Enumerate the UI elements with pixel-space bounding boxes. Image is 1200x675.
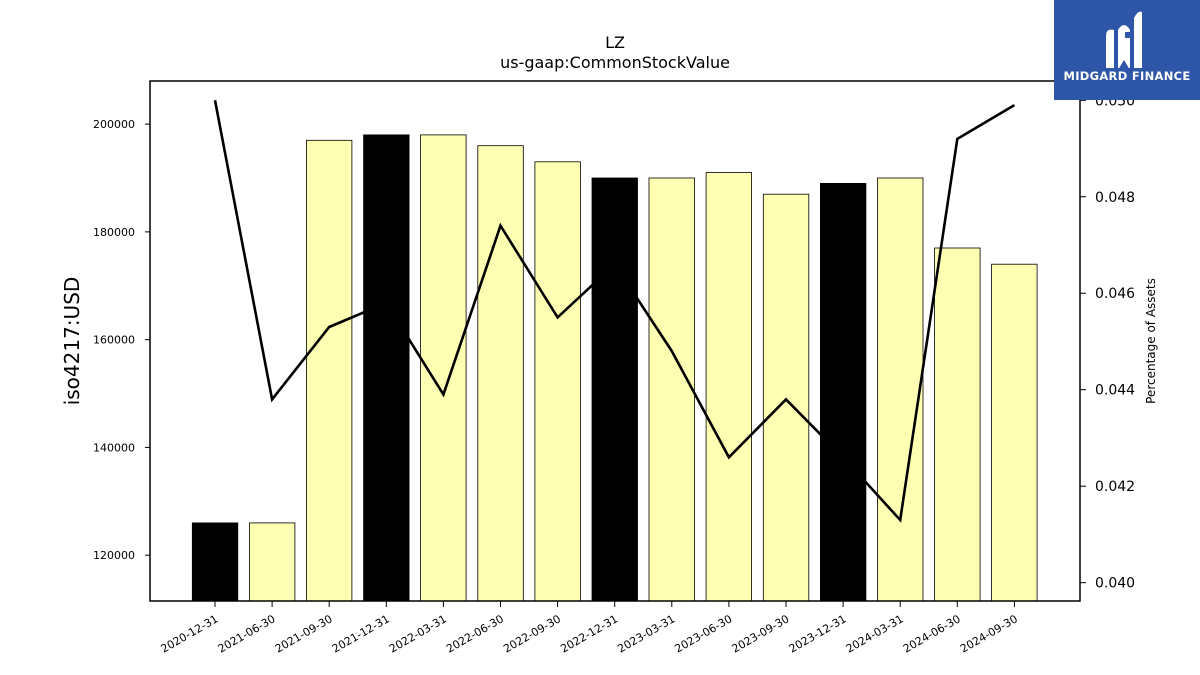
x-tick-label: 2023-12-31 bbox=[787, 612, 849, 655]
bar-2024-06-30 bbox=[934, 247, 981, 602]
chart-subtitle: us-gaap:CommonStockValue bbox=[500, 53, 730, 72]
bar-2021-09-30 bbox=[305, 139, 353, 602]
bar-2023-12-31 bbox=[820, 182, 867, 602]
bar-2022-09-30 bbox=[534, 161, 581, 602]
y-axis-label: iso4217:USD bbox=[60, 277, 84, 406]
y-tick-label: 140000 bbox=[93, 441, 135, 454]
x-tick-label: 2021-12-31 bbox=[330, 612, 392, 655]
midgard-logo-icon bbox=[1106, 11, 1142, 68]
y2-axis-label: Percentage of Assets bbox=[1144, 278, 1158, 404]
x-tick-label: 2022-06-30 bbox=[444, 612, 506, 655]
bar-2020-12-31 bbox=[191, 522, 239, 602]
x-tick-label: 2023-03-31 bbox=[615, 612, 677, 655]
x-tick-label: 2022-12-31 bbox=[558, 612, 620, 655]
bar-2024-03-31 bbox=[877, 177, 924, 602]
x-axis-ticks: 2020-12-312021-06-302021-09-302021-12-31… bbox=[159, 601, 1020, 656]
brand-name: MIDGARD FINANCE bbox=[1063, 69, 1191, 83]
bar-2022-06-30 bbox=[477, 145, 524, 602]
y-tick-label: 160000 bbox=[93, 334, 135, 347]
y-axis-ticks: 120000 140000 160000 180000 200000 bbox=[93, 118, 150, 562]
bar-2024-09-30 bbox=[991, 263, 1038, 602]
chart-title: LZ bbox=[605, 33, 625, 52]
bar-series bbox=[191, 134, 1038, 602]
line-series bbox=[213, 100, 1016, 523]
y-tick-label: 120000 bbox=[93, 549, 135, 562]
y2-tick-label: 0.048 bbox=[1095, 190, 1135, 206]
brand-logo: MIDGARD FINANCE bbox=[1054, 0, 1200, 100]
y2-tick-label: 0.040 bbox=[1095, 576, 1135, 592]
x-tick-label: 2020-12-31 bbox=[159, 612, 221, 655]
bar-2023-06-30 bbox=[705, 172, 752, 602]
x-tick-label: 2024-06-30 bbox=[901, 612, 963, 655]
x-tick-label: 2024-03-31 bbox=[844, 612, 906, 655]
x-tick-label: 2022-03-31 bbox=[387, 612, 449, 655]
x-tick-label: 2023-09-30 bbox=[730, 612, 792, 655]
x-tick-label: 2022-09-30 bbox=[501, 612, 563, 655]
y2-tick-label: 0.046 bbox=[1095, 286, 1135, 302]
percentage-of-assets-line bbox=[213, 100, 1016, 523]
y-tick-label: 200000 bbox=[93, 118, 135, 131]
bar-2021-12-31 bbox=[363, 134, 410, 602]
x-tick-label: 2021-06-30 bbox=[216, 612, 278, 655]
bar-2023-03-31 bbox=[648, 177, 695, 602]
x-tick-label: 2021-09-30 bbox=[273, 612, 335, 655]
y-tick-label: 180000 bbox=[93, 226, 135, 239]
bar-2022-12-31 bbox=[591, 177, 638, 602]
bar-2021-06-30 bbox=[248, 522, 296, 602]
x-tick-label: 2023-06-30 bbox=[673, 612, 735, 655]
x-tick-label: 2024-09-30 bbox=[958, 612, 1020, 655]
y2-tick-label: 0.042 bbox=[1095, 479, 1135, 495]
y2-tick-label: 0.044 bbox=[1095, 383, 1135, 399]
